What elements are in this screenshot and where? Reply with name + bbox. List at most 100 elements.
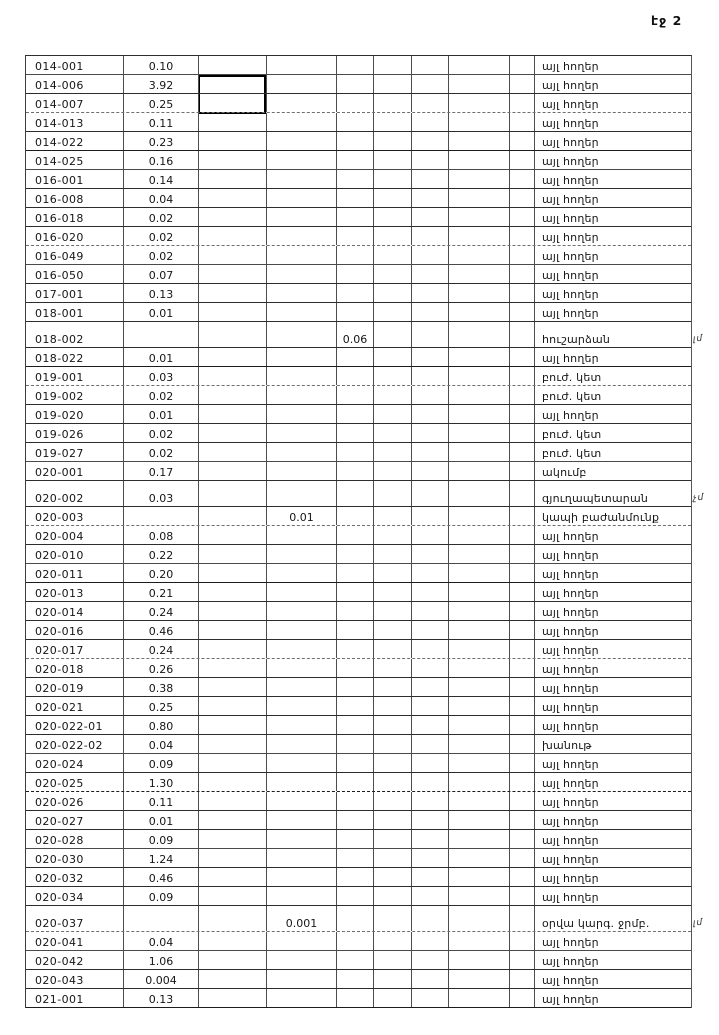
parcel-code-cell: 014-007	[35, 98, 84, 111]
value-cell	[448, 868, 509, 886]
area-value-cell: 0.20	[123, 564, 198, 582]
value-cell	[448, 481, 509, 506]
area-value-cell: 1.06	[123, 951, 198, 969]
parcel-code-cell: 018-022	[35, 352, 84, 365]
value-cell	[448, 932, 509, 950]
value-cell	[336, 246, 373, 264]
value-cell	[266, 951, 336, 969]
parcel-code-cell: 020-001	[35, 466, 84, 479]
value-cell	[266, 526, 336, 544]
value-cell	[198, 583, 266, 601]
value-cell	[373, 462, 411, 480]
value-cell	[198, 811, 266, 829]
value-cell	[448, 386, 509, 404]
value-cell	[373, 773, 411, 791]
table-row: 019-001 0.03 բուժ. կետ	[26, 367, 691, 386]
value-cell	[411, 227, 448, 245]
value-cell	[373, 151, 411, 169]
value-cell	[373, 564, 411, 582]
value-cell	[336, 189, 373, 207]
parcel-code-cell: 016-049	[35, 250, 84, 263]
value-cell	[198, 132, 266, 150]
value-cell	[509, 564, 534, 582]
value-cell	[266, 868, 336, 886]
value-cell	[411, 348, 448, 366]
value-cell	[198, 735, 266, 753]
area-value-cell: 0.24	[123, 640, 198, 658]
value-cell	[266, 443, 336, 461]
value-cell	[448, 545, 509, 563]
value-cell	[373, 989, 411, 1007]
value-cell	[373, 348, 411, 366]
value-cell	[373, 830, 411, 848]
value-cell	[411, 849, 448, 867]
value-cell	[448, 697, 509, 715]
table-row: 016-049 0.02 այլ հողեր	[26, 246, 691, 265]
area-value-cell	[123, 507, 198, 525]
value-cell	[448, 424, 509, 442]
value-cell	[411, 265, 448, 283]
value-cell	[448, 284, 509, 302]
value-cell	[411, 887, 448, 905]
land-use-cell: այլ հողեր	[534, 602, 691, 620]
area-value-cell: 0.01	[123, 303, 198, 321]
value-cell	[509, 526, 534, 544]
value-cell	[509, 189, 534, 207]
land-use-cell: կապի բաժանմունք	[534, 507, 691, 525]
value-cell	[266, 773, 336, 791]
area-value-cell: 0.11	[123, 113, 198, 131]
value-cell	[373, 113, 411, 131]
value-cell	[448, 151, 509, 169]
value-cell	[266, 424, 336, 442]
parcel-code-cell: 014-006	[35, 79, 84, 92]
value-cell	[336, 113, 373, 131]
parcel-code-cell: 020-030	[35, 853, 84, 866]
area-value-cell: 0.24	[123, 602, 198, 620]
parcel-code-cell: 020-004	[35, 530, 84, 543]
value-cell	[336, 170, 373, 188]
value-cell	[373, 640, 411, 658]
value-cell	[198, 246, 266, 264]
parcel-code-cell: 018-001	[35, 307, 84, 320]
parcel-code-cell: 020-037	[35, 917, 84, 930]
value-cell	[509, 94, 534, 112]
value-cell	[198, 208, 266, 226]
land-use-cell: այլ հողեր	[534, 94, 691, 112]
table-row: 016-008 0.04 այլ հողեր	[26, 189, 691, 208]
value-cell	[198, 443, 266, 461]
value-cell	[198, 424, 266, 442]
land-use-cell: այլ հողեր	[534, 697, 691, 715]
value-cell	[509, 443, 534, 461]
value-cell: 0.01	[266, 507, 336, 525]
parcel-code-cell: 020-028	[35, 834, 84, 847]
value-cell	[373, 424, 411, 442]
area-value-cell: 0.21	[123, 583, 198, 601]
value-cell	[336, 951, 373, 969]
parcel-code-cell: 020-032	[35, 872, 84, 885]
value-cell	[509, 113, 534, 131]
value-cell	[373, 906, 411, 931]
table-row: 014-022 0.23 այլ հողեր	[26, 132, 691, 151]
value-cell: 0.001	[266, 906, 336, 931]
area-value-cell: 0.23	[123, 132, 198, 150]
land-use-cell: այլ հողեր	[534, 716, 691, 734]
value-cell	[411, 792, 448, 810]
value-cell	[336, 906, 373, 931]
value-cell	[373, 849, 411, 867]
value-cell	[198, 602, 266, 620]
value-cell	[266, 678, 336, 696]
value-cell	[448, 56, 509, 74]
area-value-cell: 0.13	[123, 284, 198, 302]
parcel-code-cell: 020-034	[35, 891, 84, 904]
value-cell	[411, 545, 448, 563]
table-row: 019-020 0.01 այլ հողեր	[26, 405, 691, 424]
land-use-cell: այլ հողեր	[534, 208, 691, 226]
table-row: 020-028 0.09 այլ հողեր	[26, 830, 691, 849]
value-cell	[509, 583, 534, 601]
parcel-code-cell: 019-026	[35, 428, 84, 441]
area-value-cell: 0.11	[123, 792, 198, 810]
value-cell	[411, 716, 448, 734]
land-use-cell: այլ հողեր	[534, 989, 691, 1007]
land-use-cell: այլ հողեր	[534, 189, 691, 207]
value-cell	[411, 564, 448, 582]
